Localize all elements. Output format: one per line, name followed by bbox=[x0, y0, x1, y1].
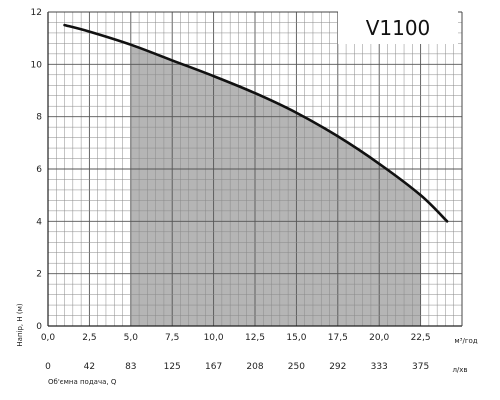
x2-tick-label: 83 bbox=[125, 362, 136, 372]
title-box bbox=[338, 11, 458, 44]
x-tick-label: 0,0 bbox=[41, 333, 56, 343]
y-tick-label: 10 bbox=[31, 60, 43, 70]
x-tick-label: 5,0 bbox=[124, 333, 139, 343]
y-tick-label: 12 bbox=[31, 8, 42, 18]
x2-tick-label: 250 bbox=[288, 362, 305, 372]
y-tick-label: 4 bbox=[36, 217, 42, 227]
x-tick-label: 15,0 bbox=[286, 333, 306, 343]
x-axis-title: Об'ємна подача, Q bbox=[48, 378, 117, 386]
x2-tick-label: 167 bbox=[205, 362, 222, 372]
x-tick-label: 2,5 bbox=[82, 333, 96, 343]
x-tick-label: 20,0 bbox=[369, 333, 389, 343]
x-tick-label: 10,0 bbox=[204, 333, 224, 343]
x2-tick-label: 208 bbox=[246, 362, 263, 372]
x-axis-unit: м³/год bbox=[454, 337, 477, 345]
y-tick-label: 6 bbox=[36, 165, 42, 175]
x2-tick-label: 125 bbox=[164, 362, 181, 372]
x2-tick-label: 333 bbox=[371, 362, 388, 372]
x2-axis-unit: л/хв bbox=[452, 366, 467, 374]
x-tick-label: 12,5 bbox=[245, 333, 265, 343]
x2-tick-label: 42 bbox=[84, 362, 95, 372]
x2-tick-label: 0 bbox=[45, 362, 51, 372]
chart-title: V1100 bbox=[366, 16, 431, 40]
x-tick-label: 22,5 bbox=[411, 333, 431, 343]
x2-tick-label: 375 bbox=[412, 362, 429, 372]
head-flow-curve bbox=[63, 23, 449, 223]
y-axis-title: Напір, Н (м) bbox=[16, 303, 24, 346]
y-tick-label: 2 bbox=[36, 270, 42, 280]
x-tick-label: 17,5 bbox=[328, 333, 348, 343]
operating-range-area bbox=[130, 44, 421, 326]
y-tick-label: 0 bbox=[36, 322, 42, 332]
x-tick-label: 7,5 bbox=[165, 333, 179, 343]
y-tick-label: 8 bbox=[36, 113, 42, 123]
x2-tick-label: 292 bbox=[329, 362, 346, 372]
